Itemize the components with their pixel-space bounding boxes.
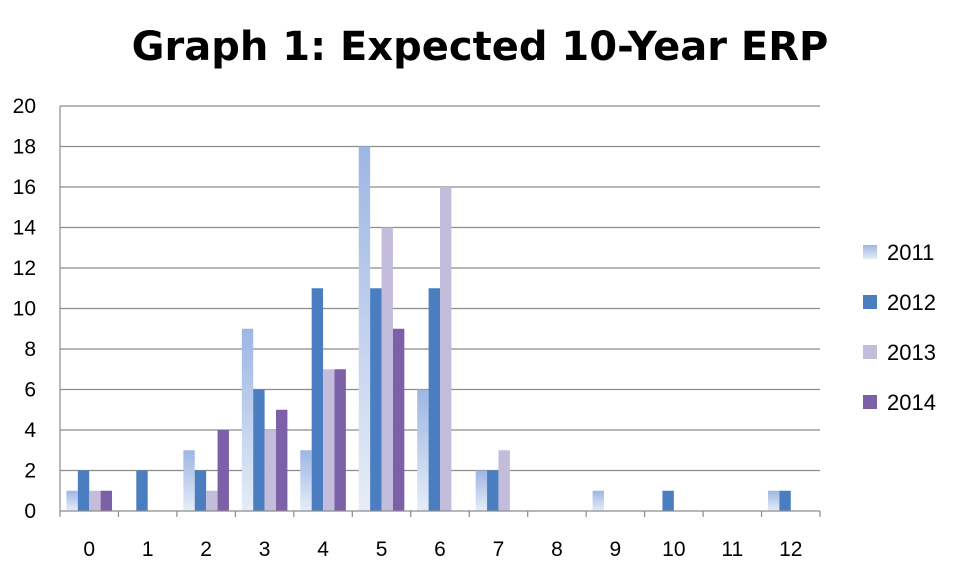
bar-2011-4 <box>300 450 312 511</box>
bar-2012-1 <box>136 470 148 511</box>
legend: 2011 2012 2013 2014 <box>863 240 936 415</box>
y-tick-label: 10 <box>13 298 36 321</box>
x-tick-label: 3 <box>259 538 271 561</box>
x-tick-labels: 0 1 2 3 4 5 6 7 8 9 10 11 12 <box>83 538 802 561</box>
x-tick-label: 7 <box>493 538 505 561</box>
legend-label-2012: 2012 <box>887 290 936 315</box>
legend-label-2013: 2013 <box>887 340 936 365</box>
x-tick-label: 5 <box>376 538 388 561</box>
bar-2011-3 <box>241 328 254 511</box>
axes <box>59 106 821 517</box>
bar-2012-12 <box>779 490 791 511</box>
bar-2013-3 <box>264 430 277 511</box>
y-tick-labels: 0 2 4 6 8 10 12 14 16 18 20 <box>13 95 37 523</box>
y-tick-label: 14 <box>13 217 37 240</box>
bar-2011-0 <box>66 490 78 511</box>
bar-2014-2 <box>217 430 229 511</box>
y-tick-label: 6 <box>24 379 36 402</box>
bar-2014-0 <box>100 490 113 511</box>
bar-2012-0 <box>77 470 90 511</box>
bar-2011-2 <box>183 450 195 511</box>
legend-label-2014: 2014 <box>887 390 936 415</box>
bars <box>66 146 791 511</box>
x-tick-label: 10 <box>662 538 685 561</box>
x-tick-label: 12 <box>779 538 802 561</box>
y-tick-label: 8 <box>24 338 36 361</box>
y-tick-label: 20 <box>13 95 36 118</box>
bar-2014-5 <box>392 328 405 511</box>
bar-2012-10 <box>662 490 674 511</box>
y-tick-label: 12 <box>13 257 36 280</box>
bar-2012-3 <box>253 389 265 511</box>
legend-swatch-2013 <box>863 345 877 359</box>
x-tick-label: 0 <box>83 538 95 561</box>
bar-2013-2 <box>206 490 218 511</box>
x-tick-label: 11 <box>721 538 743 561</box>
x-tick-label: 6 <box>434 538 446 561</box>
x-tick-label: 1 <box>142 538 154 561</box>
bar-2014-4 <box>334 369 346 511</box>
legend-swatch-2014 <box>863 395 877 409</box>
legend-swatch-2011 <box>863 245 877 259</box>
x-tick-label: 4 <box>317 538 329 561</box>
bar-2012-6 <box>428 288 440 511</box>
y-tick-label: 2 <box>24 460 36 483</box>
legend-label-2011: 2011 <box>887 240 934 265</box>
bar-2012-7 <box>487 470 499 511</box>
bar-2011-7 <box>475 470 488 511</box>
x-tick-label: 9 <box>610 538 622 561</box>
y-tick-label: 16 <box>13 176 36 199</box>
bar-2013-4 <box>323 369 335 511</box>
bar-2012-2 <box>194 470 207 511</box>
bar-2011-9 <box>592 490 604 511</box>
y-tick-label: 0 <box>24 500 36 523</box>
bar-2013-5 <box>381 227 393 511</box>
bar-2014-3 <box>276 409 288 511</box>
legend-swatch-2012 <box>863 295 877 309</box>
bar-2013-6 <box>440 187 452 511</box>
bar-2013-7 <box>498 450 510 511</box>
bar-2013-0 <box>89 490 101 511</box>
y-tick-label: 18 <box>13 136 36 159</box>
bar-2011-12 <box>767 490 780 511</box>
chart-title: Graph 1: Expected 10-Year ERP <box>132 24 829 70</box>
x-tick-label: 2 <box>200 538 212 561</box>
bar-2011-5 <box>358 146 371 511</box>
bar-2011-6 <box>417 389 429 511</box>
bar-2012-5 <box>370 288 382 511</box>
y-tick-label: 4 <box>24 419 36 442</box>
x-tick-label: 8 <box>551 538 563 561</box>
bar-2012-4 <box>311 288 324 511</box>
